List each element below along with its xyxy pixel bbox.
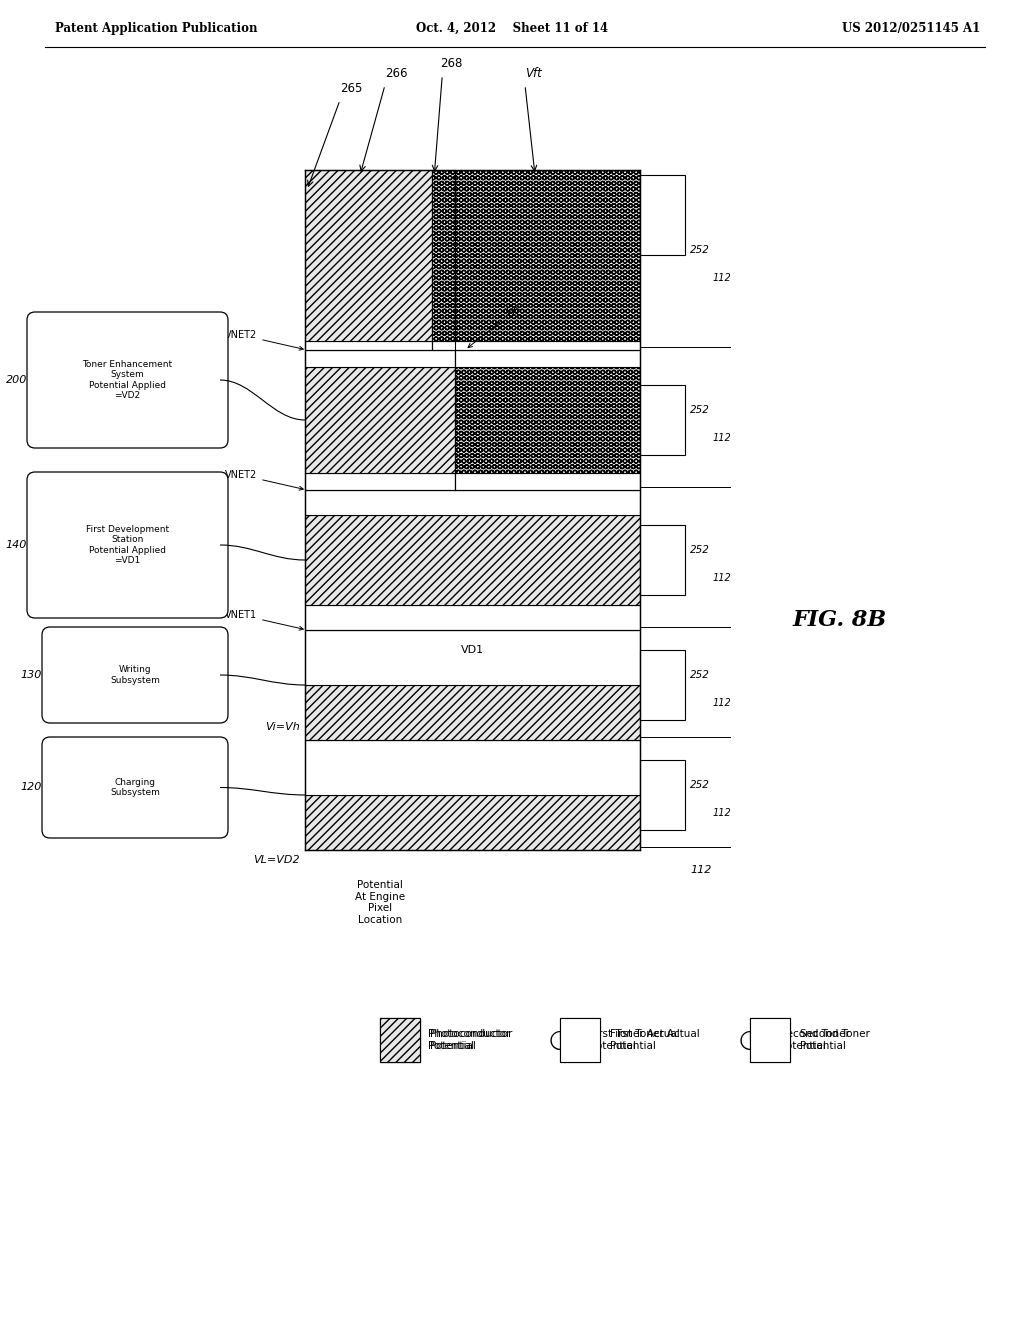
Bar — [305, 473, 455, 490]
Bar — [455, 473, 640, 490]
Bar — [640, 649, 685, 719]
Bar — [380, 1018, 420, 1063]
Text: Vft: Vft — [468, 308, 520, 347]
Text: 112: 112 — [690, 865, 712, 875]
Text: 112: 112 — [713, 573, 732, 583]
Text: 112: 112 — [713, 273, 732, 282]
Text: Oct. 4, 2012    Sheet 11 of 14: Oct. 4, 2012 Sheet 11 of 14 — [416, 22, 608, 36]
Text: 120: 120 — [20, 783, 42, 792]
Text: VNET2: VNET2 — [225, 330, 303, 350]
Bar — [750, 1018, 790, 1063]
FancyBboxPatch shape — [27, 312, 228, 447]
Text: 200: 200 — [5, 375, 27, 385]
Text: Photoconductor
Potential: Photoconductor Potential — [428, 1030, 510, 1051]
FancyBboxPatch shape — [42, 737, 228, 838]
Text: ◔: ◔ — [549, 1028, 571, 1052]
Bar — [305, 490, 640, 515]
Bar — [380, 1018, 420, 1063]
Text: First Toner Actual
Potential: First Toner Actual Potential — [610, 1030, 699, 1051]
Bar — [305, 685, 640, 741]
Text: Potential
At Engine
Pixel
Location: Potential At Engine Pixel Location — [355, 880, 406, 925]
Text: Vft: Vft — [525, 67, 542, 81]
Text: Vi=Vh: Vi=Vh — [265, 722, 300, 733]
Bar — [305, 341, 432, 350]
Bar — [305, 515, 640, 605]
Text: 266: 266 — [385, 67, 408, 81]
Bar — [305, 741, 640, 795]
Text: Second Toner
Potential: Second Toner Potential — [800, 1030, 869, 1051]
Text: ◔: ◔ — [739, 1028, 761, 1052]
Bar — [640, 385, 685, 455]
Text: 268: 268 — [440, 57, 463, 70]
Bar — [560, 1018, 600, 1063]
Text: First Toner Actual
Potential: First Toner Actual Potential — [590, 1030, 680, 1051]
Bar — [305, 795, 640, 850]
Text: VD1: VD1 — [461, 645, 484, 655]
Bar — [455, 367, 640, 473]
Bar — [750, 1018, 790, 1063]
Text: 112: 112 — [713, 808, 732, 818]
Text: 112: 112 — [713, 433, 732, 444]
Bar — [640, 760, 685, 830]
Bar — [560, 1018, 600, 1063]
Bar — [305, 605, 640, 630]
Text: 130: 130 — [20, 671, 42, 680]
Text: 252: 252 — [690, 405, 710, 414]
Text: First Development
Station
Potential Applied
=VD1: First Development Station Potential Appl… — [86, 525, 169, 565]
Text: VNET2: VNET2 — [225, 470, 303, 490]
Text: Patent Application Publication: Patent Application Publication — [55, 22, 257, 36]
Bar — [380, 1018, 420, 1063]
Bar — [455, 350, 640, 367]
Bar — [432, 341, 640, 350]
Text: Second Toner
Potential: Second Toner Potential — [780, 1030, 850, 1051]
Text: 252: 252 — [690, 671, 710, 680]
Text: Photoconductor
Potential: Photoconductor Potential — [430, 1030, 512, 1051]
Text: 265: 265 — [340, 82, 362, 95]
FancyBboxPatch shape — [42, 627, 228, 723]
Bar — [432, 170, 640, 341]
Bar — [305, 350, 455, 367]
Text: US 2012/0251145 A1: US 2012/0251145 A1 — [842, 22, 980, 36]
Text: Charging
Subsystem: Charging Subsystem — [110, 777, 160, 797]
Text: VL=VD2: VL=VD2 — [253, 855, 300, 865]
Bar — [640, 176, 685, 255]
Text: 140: 140 — [5, 540, 27, 550]
Bar — [305, 367, 455, 473]
Text: FIG. 8B: FIG. 8B — [793, 609, 887, 631]
Bar — [640, 525, 685, 595]
Text: 252: 252 — [690, 780, 710, 789]
Text: Writing
Subsystem: Writing Subsystem — [110, 665, 160, 685]
Text: 252: 252 — [690, 545, 710, 554]
Bar — [305, 170, 432, 341]
Text: VNET1: VNET1 — [225, 610, 303, 630]
Bar — [305, 630, 640, 685]
Text: Toner Enhancement
System
Potential Applied
=VD2: Toner Enhancement System Potential Appli… — [83, 360, 173, 400]
Text: 112: 112 — [713, 698, 732, 708]
Text: 252: 252 — [690, 246, 710, 255]
FancyBboxPatch shape — [27, 473, 228, 618]
